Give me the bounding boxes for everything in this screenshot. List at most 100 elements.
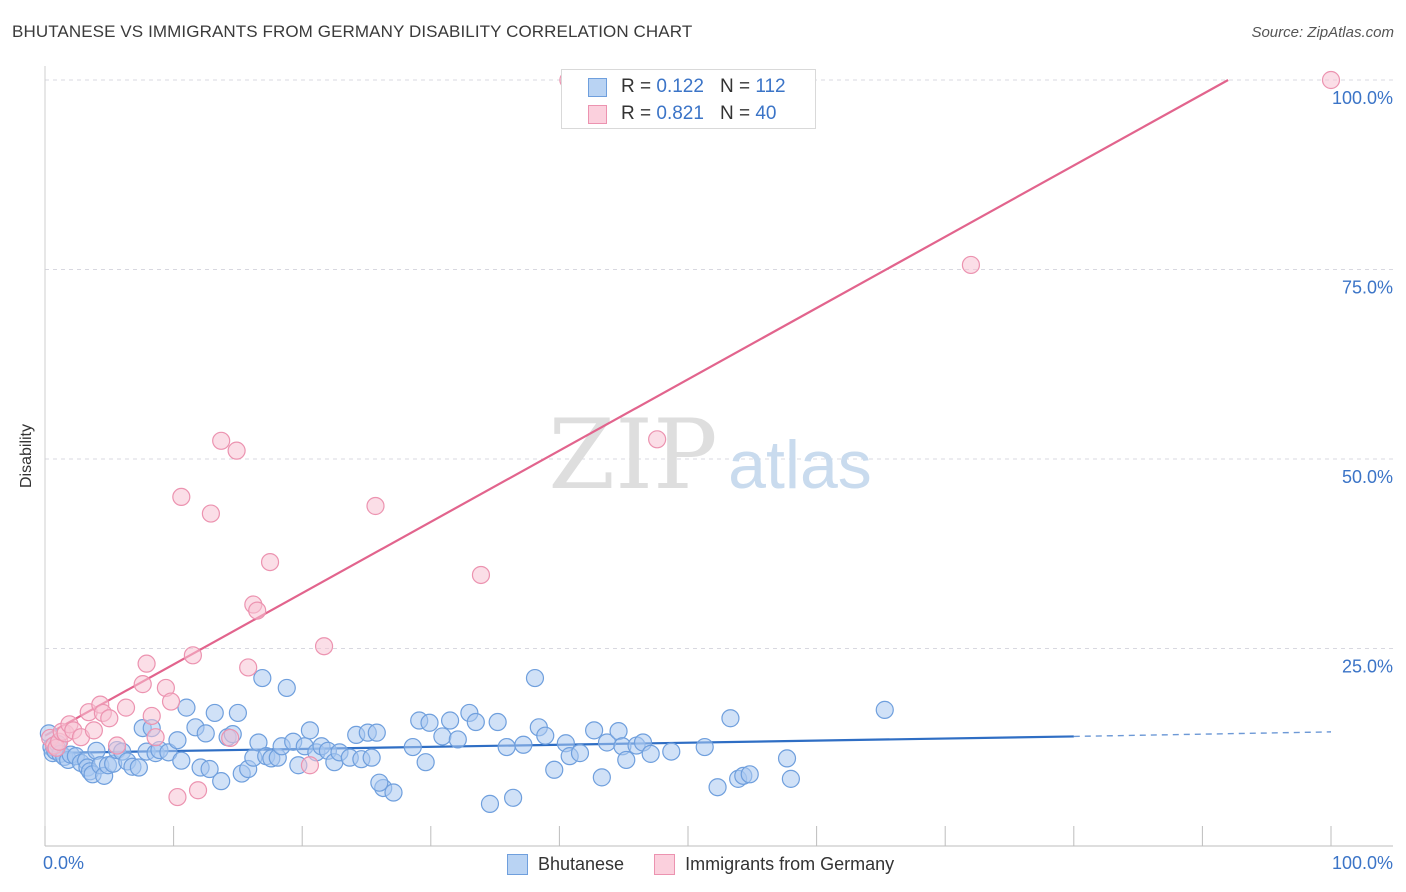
germany-point	[260, 552, 280, 572]
bhutanese-point	[212, 772, 231, 791]
bhutanese-point	[545, 760, 564, 779]
bhutanese-point	[416, 753, 435, 772]
bhutanese-point	[480, 794, 500, 813]
germany-point	[471, 565, 491, 585]
legend-r-value: 0.122	[656, 76, 704, 97]
germany-point	[161, 692, 181, 711]
bhutanese-point	[592, 768, 611, 787]
legend-r-label: R =	[621, 103, 652, 124]
germany-trend-line	[44, 79, 1229, 737]
germany-point	[84, 721, 103, 740]
legend-label-bhutanese: Bhutanese	[538, 853, 625, 874]
germany-point	[146, 728, 165, 747]
germany-point	[1321, 70, 1341, 90]
y-tick-label: 25.0%	[1342, 657, 1393, 677]
bhutanese-point	[497, 737, 516, 757]
germany-point	[183, 646, 202, 665]
chart-title: BHUTANESE VS IMMIGRANTS FROM GERMANY DIS…	[12, 22, 693, 41]
bhutanese-point	[875, 700, 894, 719]
bhutanese-point	[488, 712, 507, 732]
x-tick-label: 0.0%	[43, 853, 84, 873]
legend-n-value: 112	[755, 76, 786, 97]
bhutanese-point	[585, 721, 604, 740]
bhutanese-point	[662, 742, 681, 761]
bhutanese-point	[609, 722, 628, 741]
bhutanese-point	[196, 724, 215, 743]
bhutanese-point	[228, 703, 247, 723]
germany-point	[133, 675, 152, 694]
germany-point	[137, 654, 156, 673]
legend-n-label: N =	[719, 103, 751, 124]
bhutanese-point	[448, 730, 467, 749]
legend-r-value: 0.821	[656, 103, 704, 124]
bhutanese-point	[617, 750, 636, 770]
bhutanese-point	[536, 726, 555, 745]
legend-swatch-blue	[588, 77, 607, 97]
bhutanese-point	[433, 727, 452, 746]
bhutanese-point	[570, 744, 590, 763]
legend-swatch-blue	[507, 853, 528, 875]
germany-point	[100, 709, 119, 728]
bhutanese-point	[200, 759, 219, 779]
germany-point	[648, 430, 667, 449]
legend-r-label: R =	[621, 76, 652, 97]
data-points	[39, 70, 1341, 813]
germany-point	[168, 787, 187, 807]
bhutanese-point	[370, 773, 389, 792]
germany-point	[366, 496, 385, 516]
germany-point	[227, 441, 246, 460]
bhutanese-point	[168, 731, 187, 750]
germany-point	[107, 736, 127, 755]
bhutanese-point	[781, 769, 800, 788]
y-tick-label: 100.0%	[1332, 88, 1393, 108]
bhutanese-point	[695, 737, 714, 757]
bhutanese-point	[384, 783, 403, 802]
legend-n-value: 40	[755, 103, 777, 124]
germany-point	[300, 756, 320, 775]
bhutanese-point	[525, 668, 545, 688]
watermark-atlas: atlas	[728, 427, 872, 503]
bhutanese-point	[253, 668, 272, 688]
bhutanese-point	[403, 737, 422, 757]
legend-row-germany: R = 0.821 N = 40	[588, 101, 776, 127]
bhutanese-point	[277, 678, 296, 698]
series-legend: Bhutanese Immigrants from Germany	[507, 852, 894, 876]
legend-n-label: N =	[719, 76, 751, 97]
germany-point	[172, 487, 191, 506]
legend-label-germany: Immigrants from Germany	[685, 853, 895, 874]
watermark-zip: ZIP	[548, 399, 717, 511]
x-tick-label: 100.0%	[1332, 853, 1393, 873]
bhutanese-point	[367, 723, 386, 742]
bhutanese-point	[205, 703, 224, 723]
bhutanese-point	[721, 709, 740, 728]
bhutanese-point	[159, 743, 178, 762]
bhutanese-point	[249, 733, 268, 752]
bhutanese-point	[708, 778, 727, 797]
bhutanese-trend-line-extension	[1073, 731, 1332, 738]
legend-item-bhutanese: Bhutanese	[507, 853, 625, 875]
bhutanese-point	[440, 711, 460, 730]
bhutanese-point	[420, 713, 439, 732]
legend-swatch-pink	[588, 104, 607, 124]
germany-point	[314, 637, 334, 656]
bhutanese-point	[504, 788, 523, 807]
bhutanese-point	[514, 735, 533, 754]
germany-point	[961, 255, 981, 275]
bhutanese-point	[177, 698, 196, 717]
germany-point	[188, 781, 208, 800]
y-tick-label: 50.0%	[1342, 467, 1393, 487]
bhutanese-point	[641, 744, 660, 763]
stats-legend: R = 0.122 N = 112 R = 0.821 N = 40	[561, 69, 816, 129]
grid-lines	[45, 79, 1393, 649]
germany-point	[142, 706, 161, 726]
germany-point	[239, 658, 258, 677]
germany-point	[248, 601, 267, 620]
legend-item-germany: Immigrants from Germany	[654, 853, 895, 875]
bhutanese-point	[466, 712, 485, 732]
bhutanese-point	[129, 758, 148, 777]
bhutanese-point	[362, 748, 381, 767]
axes	[44, 66, 1393, 847]
y-axis-label: Disability	[18, 423, 35, 489]
bhutanese-point	[777, 749, 797, 768]
